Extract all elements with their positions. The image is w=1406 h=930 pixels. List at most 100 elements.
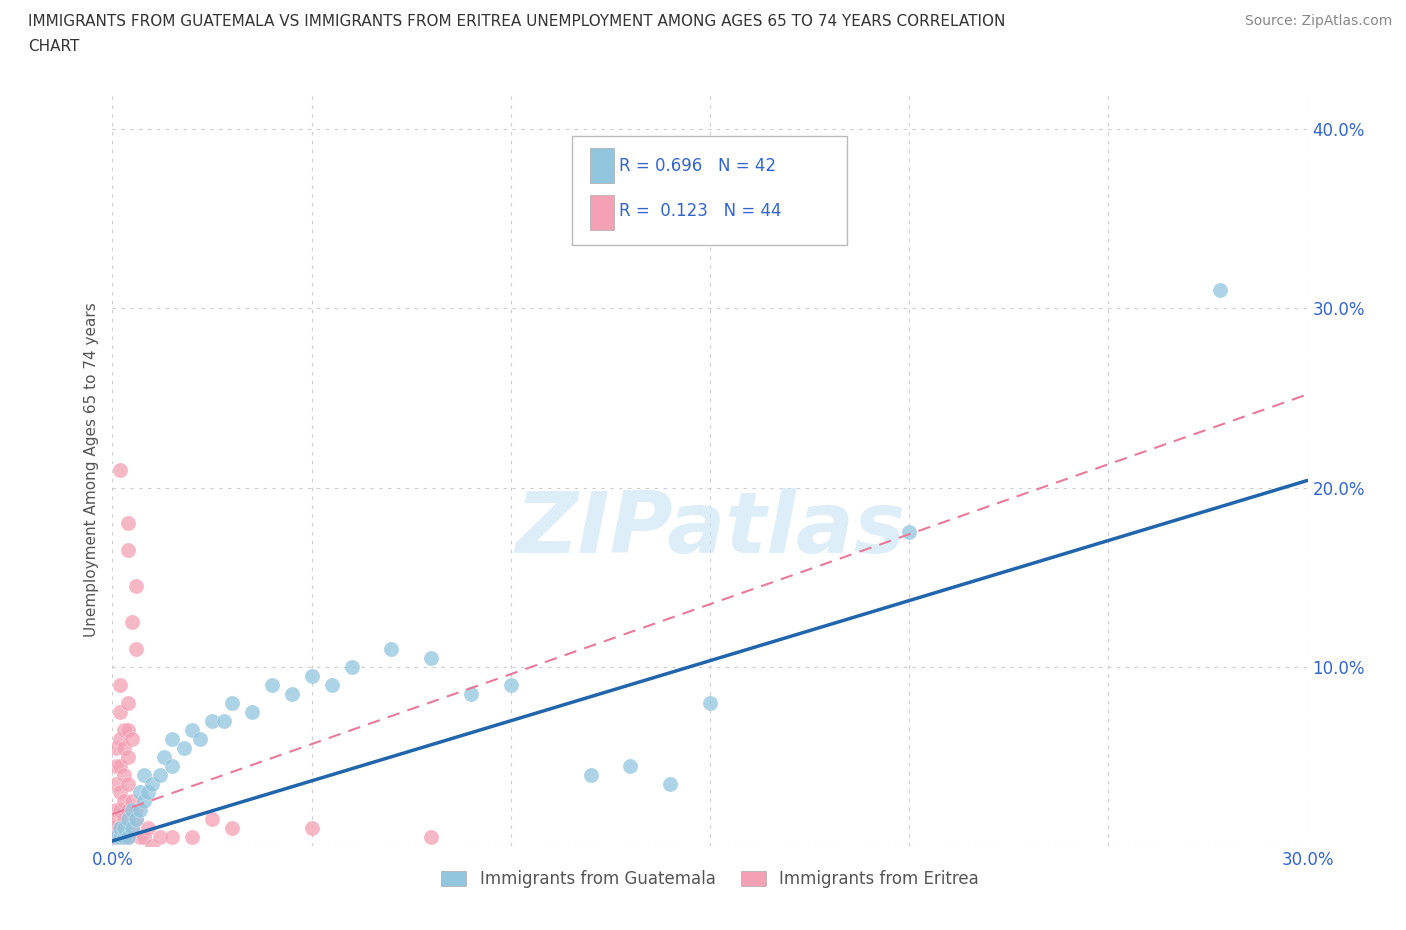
Point [129,830,152,844]
Point [181,830,204,844]
Point [898,525,921,539]
Point [340,659,363,674]
Point [281,686,304,701]
Point [105,758,128,773]
Point [260,677,283,692]
Point [114,794,135,809]
Point [110,830,132,844]
Point [699,696,721,711]
Point [121,731,143,746]
Point [117,516,139,531]
Point [121,803,143,817]
Point [117,776,139,790]
Point [105,830,128,844]
Text: ZIPatlas: ZIPatlas [515,488,905,571]
Point [420,651,443,666]
Point [212,713,235,728]
Point [162,758,183,773]
Point [101,821,124,836]
Point [105,740,128,755]
Point [240,704,263,719]
Point [301,669,323,684]
Point [110,462,132,477]
Point [125,642,148,657]
Point [141,839,163,854]
Y-axis label: Unemployment Among Ages 65 to 74 years: Unemployment Among Ages 65 to 74 years [84,302,100,637]
Point [105,830,128,844]
Point [499,677,522,692]
Point [380,642,402,657]
Point [125,812,148,827]
Point [153,750,176,764]
Point [149,767,172,782]
Point [117,812,139,827]
Point [117,696,139,711]
Point [1209,283,1232,298]
Point [201,812,224,827]
Point [134,767,156,782]
Point [114,830,135,844]
Point [110,785,132,800]
Point [114,740,135,755]
Point [114,812,135,827]
Point [101,830,124,844]
Text: R =  0.123   N = 44: R = 0.123 N = 44 [619,202,782,219]
Point [114,767,135,782]
Point [460,686,482,701]
Point [121,821,143,836]
Point [201,713,224,728]
Point [619,758,641,773]
Text: R = 0.696   N = 42: R = 0.696 N = 42 [619,157,776,175]
Point [117,723,139,737]
Point [105,812,128,827]
Text: Source: ZipAtlas.com: Source: ZipAtlas.com [1244,14,1392,28]
Point [121,821,143,836]
Point [125,803,148,817]
Point [134,830,156,844]
Point [420,830,443,844]
Point [110,731,132,746]
Point [105,776,128,790]
Point [110,821,132,836]
Point [114,821,135,836]
Point [138,785,160,800]
Point [117,750,139,764]
Point [162,830,183,844]
Point [110,821,132,836]
Point [181,723,204,737]
Point [110,803,132,817]
Point [114,830,135,844]
Point [125,812,148,827]
Point [129,785,152,800]
Point [129,803,152,817]
Point [121,794,143,809]
Point [125,578,148,593]
Text: CHART: CHART [28,39,80,54]
Point [114,723,135,737]
Point [579,767,602,782]
Point [105,803,128,817]
Text: IMMIGRANTS FROM GUATEMALA VS IMMIGRANTS FROM ERITREA UNEMPLOYMENT AMONG AGES 65 : IMMIGRANTS FROM GUATEMALA VS IMMIGRANTS … [28,14,1005,29]
Point [221,696,243,711]
Point [110,830,132,844]
Point [117,830,139,844]
Point [138,821,160,836]
Point [173,740,195,755]
Legend: Immigrants from Guatemala, Immigrants from Eritrea: Immigrants from Guatemala, Immigrants fr… [434,863,986,895]
Point [134,794,156,809]
Point [110,758,132,773]
Point [110,677,132,692]
Point [141,776,163,790]
Point [117,543,139,558]
Point [117,803,139,817]
Point [321,677,343,692]
Point [117,830,139,844]
Point [659,776,682,790]
Point [121,615,143,630]
Point [188,731,211,746]
Point [221,821,243,836]
Point [149,830,172,844]
Point [162,731,183,746]
Point [110,704,132,719]
Point [301,821,323,836]
